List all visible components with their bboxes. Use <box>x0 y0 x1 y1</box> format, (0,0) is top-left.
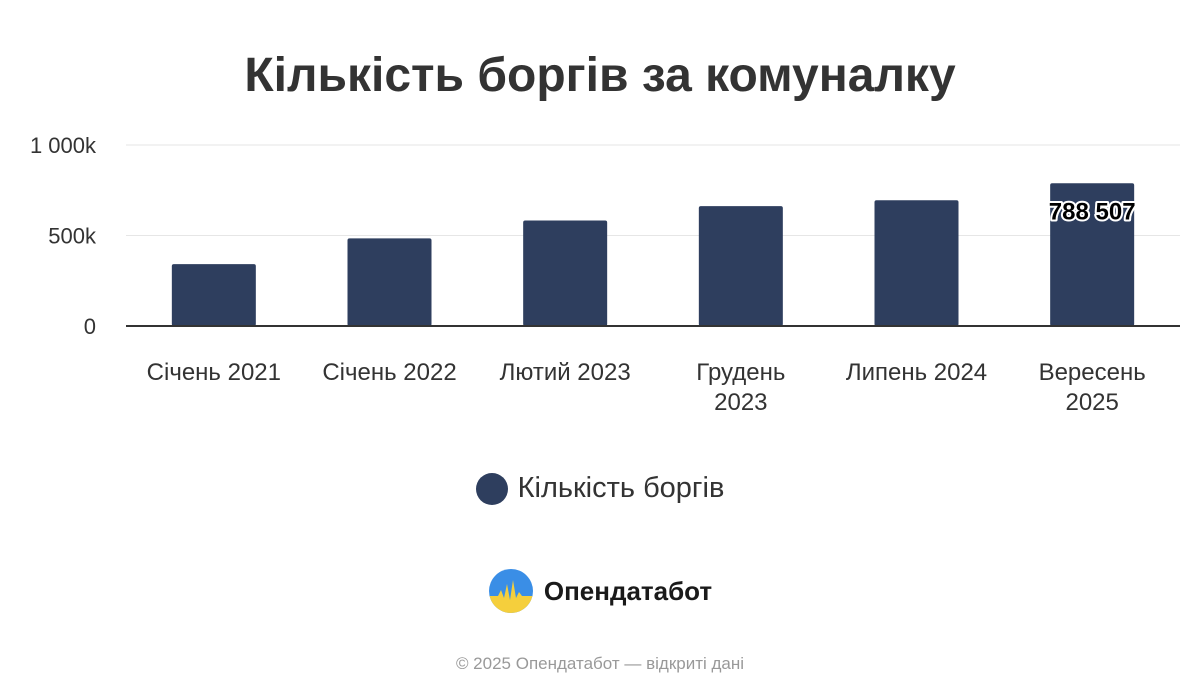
bar[interactable] <box>523 220 608 326</box>
x-tick-label-line: Вересень <box>1039 359 1146 386</box>
brand-name: Опендатабот <box>543 575 713 606</box>
x-tick-label-line: 2025 <box>1065 389 1118 416</box>
bar[interactable] <box>698 206 783 326</box>
copyright-text: © 2025 Опендатабот — відкриті дані <box>455 654 745 673</box>
y-axis-ticks: 0 500k 1 000k <box>30 133 97 339</box>
data-label: 788 507 <box>1049 198 1136 225</box>
x-tick-label: Грудень 2023 <box>696 359 785 416</box>
x-tick-label: Вересень 2025 <box>1039 359 1146 416</box>
y-tick-label: 500k <box>48 224 97 249</box>
bar-chart: 0 500k 1 000k Січень 2021 Січень 2022 Лютий … <box>30 133 1180 416</box>
legend[interactable]: Кількість боргів <box>0 472 1200 505</box>
legend-marker-icon <box>475 472 508 505</box>
bars <box>171 183 1135 326</box>
x-tick-label-line: Липень 2024 <box>846 359 987 386</box>
x-tick-label-line: 2023 <box>714 389 767 416</box>
x-tick-label: Січень 2021 <box>147 359 281 386</box>
x-tick-label-line: Грудень <box>696 359 785 386</box>
bar[interactable] <box>347 238 432 326</box>
chart-title: Кількість боргів за комуналку <box>244 49 956 102</box>
legend-label: Кількість боргів <box>517 472 725 504</box>
y-tick-label: 0 <box>84 314 96 339</box>
bar[interactable] <box>874 200 959 326</box>
brand: Опендатабот <box>0 568 1200 614</box>
x-axis-ticks: Січень 2021 Січень 2022 Лютий 2023 Грудень 2… <box>147 359 1146 416</box>
y-tick-label: 1 000k <box>30 133 97 158</box>
x-tick-label-line: Лютий 2023 <box>500 359 631 386</box>
data-labels: 788 507 <box>1047 196 1138 227</box>
x-tick-label-line: Січень 2021 <box>147 359 281 386</box>
x-tick-label-line: Січень 2022 <box>322 359 456 386</box>
x-tick-label: Січень 2022 <box>322 359 456 386</box>
grid-lines <box>126 144 1180 236</box>
bar[interactable] <box>1050 183 1135 326</box>
opendatabot-logo-icon <box>488 569 533 613</box>
bar[interactable] <box>171 264 256 326</box>
x-tick-label: Липень 2024 <box>846 359 987 386</box>
x-tick-label: Лютий 2023 <box>500 359 631 386</box>
